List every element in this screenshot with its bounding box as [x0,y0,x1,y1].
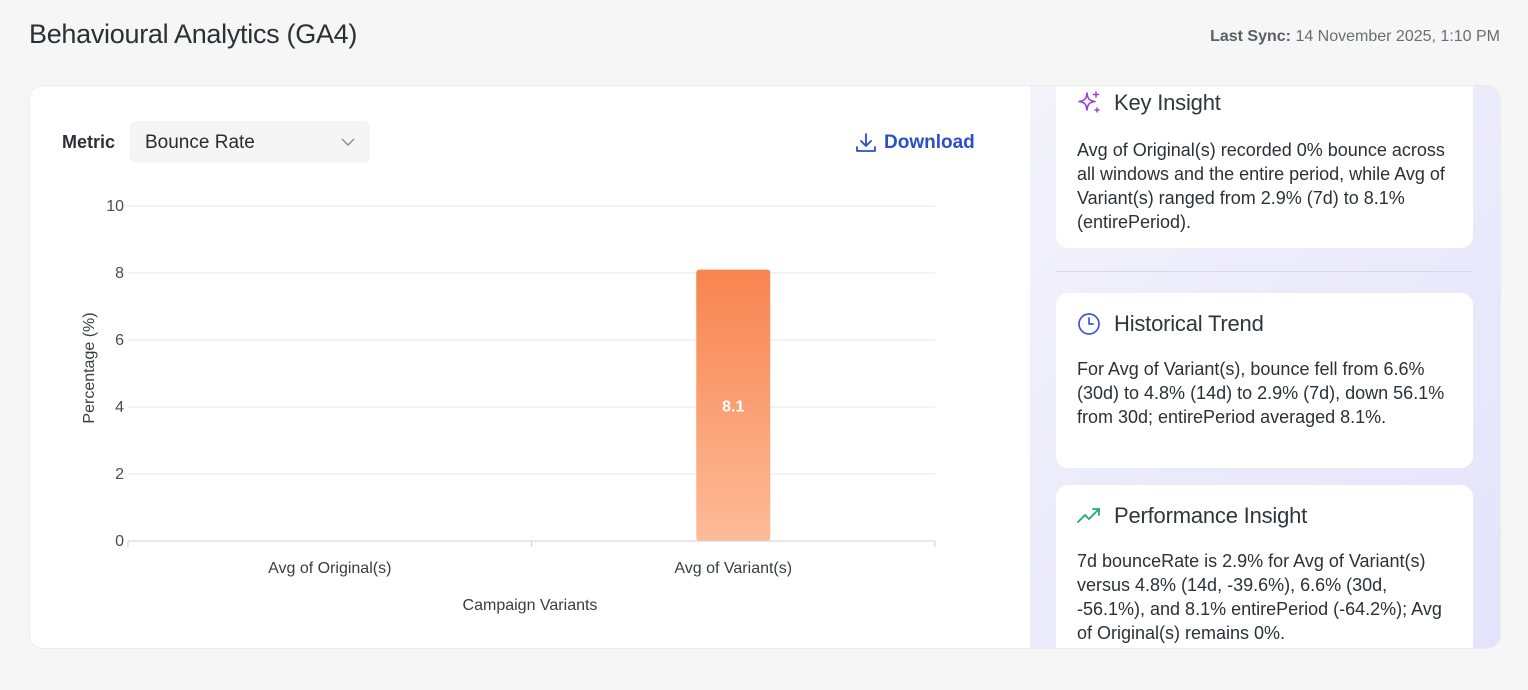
insights-panel: Key Insight Avg of Original(s) recorded … [1030,86,1500,648]
historical-trend-body: For Avg of Variant(s), bounce fell from … [1077,359,1445,427]
sparkle-icon [1078,91,1100,113]
x-axis-title: Campaign Variants [463,597,598,614]
last-sync: Last Sync: 14 November 2025, 1:10 PM [1210,28,1500,46]
download-icon [856,133,876,152]
y-tick-label: 4 [115,399,124,416]
trending-up-icon [1077,508,1100,523]
bar[interactable] [696,269,771,541]
metric-label: Metric [62,132,116,152]
performance-insight-card: Performance Insight 7d bounceRate is 2.9… [1056,485,1473,648]
chevron-down-icon [341,138,355,146]
y-tick-label: 8 [115,265,124,282]
download-label: Download [884,132,975,153]
page-title: Behavioural Analytics (GA4) [29,19,358,49]
metric-select-value: Bounce Rate [145,132,255,153]
performance-insight-title: Performance Insight [1114,503,1308,528]
bar-data-label: 8.1 [722,398,744,415]
download-button[interactable]: Download [854,128,975,158]
historical-trend-header: Historical Trend [1076,311,1264,337]
last-sync-label: Last Sync: [1210,28,1291,45]
y-tick-label: 2 [115,466,124,483]
x-tick-label: Avg of Original(s) [268,560,391,577]
metric-select[interactable]: Bounce Rate [130,121,370,163]
last-sync-value: 14 November 2025, 1:10 PM [1295,28,1500,45]
clock-icon [1078,313,1100,335]
key-insight-body: Avg of Original(s) recorded 0% bounce ac… [1077,140,1445,232]
analytics-card: Metric Bounce Rate Download 8.1 0 2 [29,85,1501,649]
chart-area: Metric Bounce Rate Download 8.1 0 2 [30,86,1030,648]
performance-insight-body: 7d bounceRate is 2.9% for Avg of Variant… [1077,551,1442,643]
divider [1056,271,1473,272]
x-tick-label: Avg of Variant(s) [674,560,792,577]
y-tick-label: 0 [115,533,124,550]
y-tick-label: 10 [106,198,124,215]
historical-trend-title: Historical Trend [1114,311,1264,336]
y-axis-title: Percentage (%) [81,312,98,423]
bounce-rate-chart: 8.1 0 2 4 6 8 10 Avg of Original(s) Avg of Vari… [81,198,936,614]
performance-insight-header: Performance Insight [1076,503,1307,529]
y-tick-label: 6 [115,332,124,349]
page-header: Behavioural Analytics (GA4) Last Sync: 1… [0,0,1528,80]
key-insight-title: Key Insight [1114,90,1221,115]
key-insight-header: Key Insight [1076,90,1221,116]
historical-trend-card: Historical Trend For Avg of Variant(s), … [1056,293,1473,468]
key-insight-card: Key Insight Avg of Original(s) recorded … [1056,86,1473,248]
